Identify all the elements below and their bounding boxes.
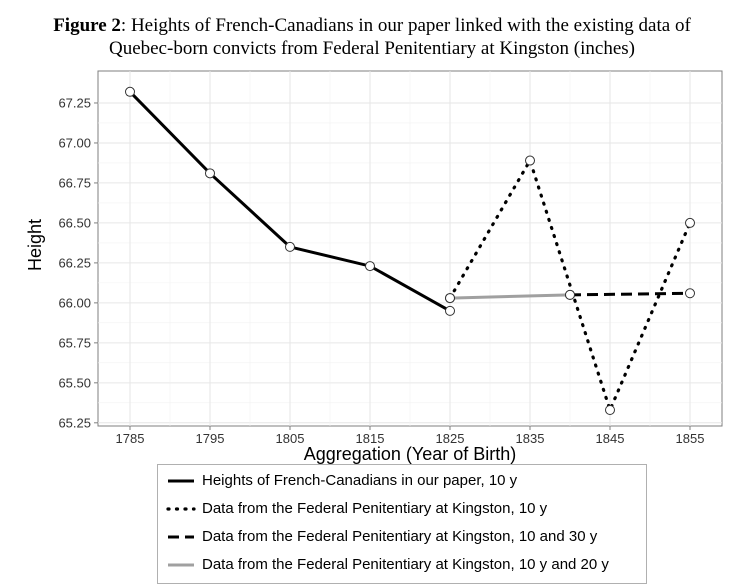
legend-key — [166, 507, 196, 511]
title-line-2: Quebec-born convicts from Federal Penite… — [108, 38, 636, 59]
series-line-4 — [449, 293, 571, 300]
x-tick-label: 1835 — [516, 431, 545, 446]
data-point — [365, 261, 375, 272]
y-axis-ticks: 65.25 65.50 65.75 66.00 66.25 66.50 66.75 67.00… — [58, 95, 98, 430]
data-point — [445, 293, 455, 304]
title-line-1: Figure 2: Heights of French-Canadians in… — [0, 14, 744, 37]
data-point — [445, 305, 455, 316]
y-tick-label: 66.75 — [58, 175, 91, 190]
x-axis-ticks: 1785 1795 1805 1815 1825 1835 1845 1855 — [116, 426, 705, 446]
legend-label: Data from the Federal Penitentiary at Ki… — [202, 528, 598, 545]
x-tick-label: 1785 — [116, 431, 145, 446]
legend-label: Heights of French-Canadians in our paper… — [202, 472, 518, 489]
legend: Heights of French-Canadians in our paper… — [157, 464, 647, 584]
y-tick-label: 66.00 — [58, 295, 91, 310]
y-tick-label: 67.00 — [58, 135, 91, 150]
data-point — [525, 155, 535, 166]
y-tick-label: 65.25 — [58, 415, 91, 430]
x-axis-label: Aggregation (Year of Birth) — [304, 444, 516, 464]
legend-label: Data from the Federal Penitentiary at Ki… — [202, 556, 609, 573]
y-tick-label: 65.75 — [58, 335, 91, 350]
legend-key — [168, 479, 194, 483]
data-point — [605, 405, 615, 416]
data-point — [685, 288, 695, 299]
grid-lines — [98, 71, 722, 426]
x-tick-label: 1855 — [676, 431, 705, 446]
legend-key — [168, 535, 194, 539]
y-tick-label: 67.25 — [58, 95, 91, 110]
line-chart: 65.25 65.50 65.75 66.00 66.25 66.50 66.75 67.00… — [25, 70, 723, 464]
x-tick-label: 1825 — [436, 431, 465, 446]
y-tick-label: 66.25 — [58, 255, 91, 270]
x-tick-label: 1845 — [596, 431, 625, 446]
series-layer — [125, 86, 695, 416]
data-point — [205, 168, 215, 179]
series-line-2 — [448, 156, 692, 415]
y-axis-label: Height — [25, 219, 45, 271]
chart-title: Figure 2: Heights of French-Canadians in… — [0, 14, 744, 60]
y-tick-label: 66.50 — [58, 215, 91, 230]
x-tick-label: 1805 — [276, 431, 305, 446]
legend-entry: Data from the Federal Penitentiary at Ki… — [158, 523, 646, 551]
legend-entry: Data from the Federal Penitentiary at Ki… — [158, 551, 646, 579]
x-tick-label: 1815 — [356, 431, 385, 446]
data-point — [565, 289, 575, 300]
x-tick-label: 1795 — [196, 431, 225, 446]
legend-entry: Heights of French-Canadians in our paper… — [158, 467, 646, 495]
legend-entry: Data from the Federal Penitentiary at Ki… — [158, 495, 646, 523]
y-tick-label: 65.50 — [58, 375, 91, 390]
legend-key — [168, 563, 194, 567]
data-point — [285, 241, 295, 252]
data-point — [125, 86, 135, 97]
series-line-3 — [569, 291, 691, 297]
figure-label: Figure 2 — [53, 15, 121, 36]
legend-label: Data from the Federal Penitentiary at Ki… — [202, 500, 548, 517]
title-line-1-text: : Heights of French-Canadians in our pap… — [120, 15, 691, 36]
data-point — [685, 217, 695, 228]
